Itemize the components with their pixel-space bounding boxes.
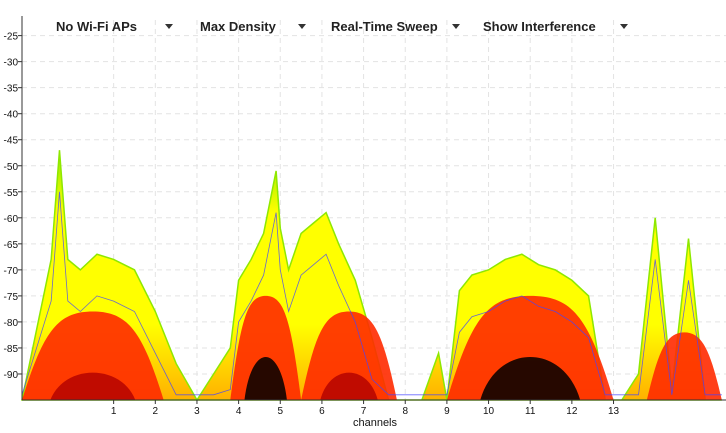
y-tick-label: -35 <box>4 84 19 95</box>
y-tick-label: -65 <box>4 240 19 251</box>
y-tick-label: -80 <box>4 318 19 329</box>
x-tick-label: 4 <box>236 406 242 417</box>
y-tick-label: -90 <box>4 370 19 381</box>
density-band-high <box>301 311 397 400</box>
x-tick-label: 7 <box>361 406 367 417</box>
x-tick-label: 9 <box>444 406 450 417</box>
wifi-ap-filter-label: No Wi-Fi APs <box>56 18 138 34</box>
interference-dropdown[interactable]: Show Interference <box>483 16 628 36</box>
y-tick-label: -30 <box>4 58 19 69</box>
density-core-high <box>320 372 378 400</box>
x-tick-label: 10 <box>483 406 495 417</box>
density-core-max <box>244 357 287 400</box>
density-core-high <box>50 372 136 400</box>
y-tick-label: -70 <box>4 266 19 277</box>
density-band-max <box>230 295 302 400</box>
x-tick-label: 12 <box>566 406 578 417</box>
x-tick-label: 5 <box>277 406 283 417</box>
chevron-down-icon <box>165 24 174 29</box>
toolbar: No Wi-Fi APs Max Density Real-Time Sweep… <box>0 0 726 48</box>
y-tick-label: -25 <box>4 32 19 43</box>
x-tick-label: 2 <box>153 406 159 417</box>
y-tick-label: -40 <box>4 110 19 121</box>
chevron-down-icon <box>619 24 628 29</box>
sweep-mode-dropdown[interactable]: Real-Time Sweep <box>331 16 460 36</box>
y-tick-label: -85 <box>4 344 19 355</box>
x-tick-label: 6 <box>319 406 325 417</box>
y-tick-label: -75 <box>4 292 19 303</box>
density-band-high <box>22 311 164 400</box>
x-tick-label: 11 <box>525 406 536 417</box>
y-tick-label: -55 <box>4 188 19 199</box>
y-tick-label: -50 <box>4 162 19 173</box>
sweep-line <box>21 191 722 396</box>
chevron-down-icon <box>451 24 460 29</box>
sweep-mode-label: Real-Time Sweep <box>331 18 438 34</box>
density-core-max <box>480 357 581 400</box>
density-mode-dropdown[interactable]: Max Density <box>200 16 306 36</box>
density-mode-label: Max Density <box>200 18 276 34</box>
x-tick-label: 1 <box>111 406 117 417</box>
chevron-down-icon <box>297 24 306 29</box>
interference-label: Show Interference <box>483 18 596 34</box>
x-tick-label: 3 <box>194 406 200 417</box>
x-tick-label: 13 <box>608 406 620 417</box>
y-tick-label: -60 <box>4 214 19 225</box>
x-tick-label: 8 <box>402 406 408 417</box>
wifi-ap-filter-dropdown[interactable]: No Wi-Fi APs <box>56 16 174 36</box>
y-tick-label: -45 <box>4 136 19 147</box>
x-axis-title: channels <box>352 417 398 429</box>
